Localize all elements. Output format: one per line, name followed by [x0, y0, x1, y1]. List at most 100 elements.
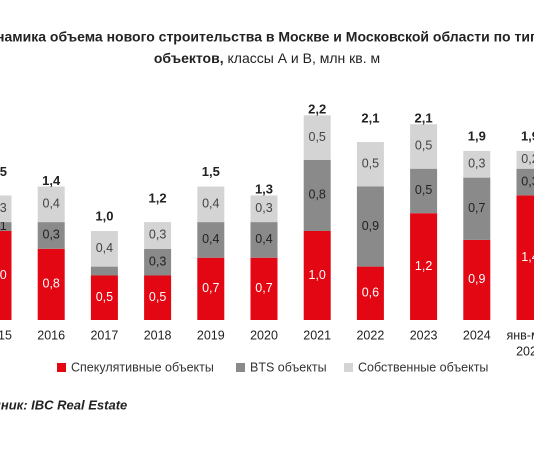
- value-label: 0,6: [362, 286, 379, 300]
- total-label: 2,1: [415, 111, 433, 126]
- bar-segment: [410, 168, 438, 214]
- value-label: 1,0: [309, 268, 326, 282]
- subtitle-rest: классы А и В, млн кв. м: [224, 50, 381, 66]
- value-label: 0,4: [96, 241, 113, 255]
- value-label: 1,2: [415, 259, 432, 273]
- bar-segment: [0, 231, 12, 320]
- bar-segment: [250, 222, 278, 258]
- value-label: 0,3: [0, 201, 7, 215]
- total-label: 1,5: [0, 164, 7, 179]
- value-label: 0,9: [468, 272, 485, 286]
- total-label: 1,9: [468, 128, 486, 143]
- total-label: 2,1: [361, 111, 379, 126]
- value-label: 1,0: [0, 268, 7, 282]
- value-label: 0,3: [43, 228, 60, 242]
- value-label: 0,7: [202, 281, 219, 295]
- value-label: 0,4: [202, 232, 219, 246]
- x-tick-label: 2020: [250, 328, 278, 342]
- x-tick-label: 2025: [516, 344, 534, 358]
- bar-segment: [197, 257, 225, 320]
- total-label: 1,9: [521, 128, 534, 143]
- total-label: 1,4: [42, 173, 61, 188]
- value-label: 0,8: [43, 277, 60, 291]
- value-label: 0,5: [362, 157, 379, 171]
- bar-segment: [37, 222, 65, 249]
- bar-segment: [144, 248, 172, 276]
- bar-segment: [197, 222, 225, 258]
- x-tick-label: 2016: [37, 328, 65, 342]
- value-label: 0,5: [149, 290, 166, 304]
- bar-segment: [463, 150, 491, 178]
- x-tick-label: янв-май: [506, 328, 534, 342]
- legend-label: Собственные объекты: [358, 360, 488, 374]
- bar-segment: [463, 177, 491, 240]
- value-label: 1,4: [521, 250, 534, 264]
- x-tick-label: 2015: [0, 328, 12, 342]
- value-label: 0,3: [149, 254, 166, 268]
- total-label: 1,3: [255, 182, 273, 197]
- bar-segment: [516, 195, 534, 320]
- x-tick-label: 2023: [410, 328, 438, 342]
- value-label: 0,7: [468, 201, 485, 215]
- value-label: 0,8: [309, 188, 326, 202]
- bar-segment: [250, 257, 278, 320]
- value-label: 0,4: [202, 197, 219, 211]
- x-tick-label: 2024: [463, 328, 491, 342]
- bar-segment: [90, 275, 118, 320]
- bar-segment: [250, 195, 278, 223]
- bar-segment: [356, 266, 384, 320]
- legend-swatch: [236, 363, 245, 372]
- chart-subtitle: объектов, классы А и В, млн кв. м: [154, 50, 380, 66]
- x-tick-label: 2022: [356, 328, 384, 342]
- bar-segment: [144, 222, 172, 249]
- x-tick-label: 2018: [144, 328, 172, 342]
- bar-segment: [516, 168, 534, 196]
- value-label: 0,1: [0, 219, 7, 233]
- value-label: 0,4: [255, 232, 272, 246]
- bar-segment: [356, 142, 384, 187]
- source: Источник: IBC Real Estate: [0, 397, 127, 412]
- value-label: 0,3: [255, 201, 272, 215]
- value-label: 0,5: [309, 130, 326, 144]
- legend-swatch: [344, 363, 353, 372]
- bar-segment: [463, 239, 491, 320]
- chart-title: Динамика объема нового строительства в М…: [0, 29, 534, 45]
- legend-label: BTS объекты: [250, 360, 327, 374]
- value-label: 0,3: [521, 174, 534, 188]
- value-label: 0,5: [415, 139, 432, 153]
- legend-swatch: [57, 363, 66, 372]
- value-label: 0,3: [149, 228, 166, 242]
- bar-segment: [303, 231, 331, 320]
- bar-segment: [37, 186, 65, 223]
- value-label: 0,5: [415, 183, 432, 197]
- total-label: 1,0: [95, 208, 113, 223]
- bar-segment: [197, 186, 225, 223]
- bar-segment: [144, 275, 172, 320]
- bar-segment: [410, 124, 438, 169]
- value-label: 0,7: [255, 281, 272, 295]
- bar-segment: [356, 186, 384, 267]
- bar-segment: [0, 195, 12, 223]
- value-label: 0,4: [43, 197, 60, 211]
- subtitle-bold: объектов,: [154, 50, 224, 66]
- legend-label: Спекулятивные объекты: [71, 360, 214, 374]
- bar-segment: [303, 159, 331, 231]
- bar-segment: [90, 231, 118, 267]
- value-label: 0,9: [362, 219, 379, 233]
- bar-segment: [90, 266, 118, 276]
- total-label: 2,2: [308, 102, 326, 117]
- value-label: 0,5: [96, 290, 113, 304]
- total-label: 1,5: [202, 164, 220, 179]
- total-label: 1,2: [149, 191, 167, 206]
- x-tick-label: 2021: [303, 328, 331, 342]
- bar-segment: [0, 222, 12, 231]
- value-label: 0,3: [468, 157, 485, 171]
- bar-segment: [37, 248, 65, 320]
- x-tick-label: 2019: [197, 328, 225, 342]
- x-tick-label: 2017: [90, 328, 118, 342]
- bar-segment: [303, 115, 331, 160]
- bar-segment: [516, 150, 534, 169]
- bar-segment: [410, 213, 438, 320]
- value-label: 0,2: [521, 152, 534, 166]
